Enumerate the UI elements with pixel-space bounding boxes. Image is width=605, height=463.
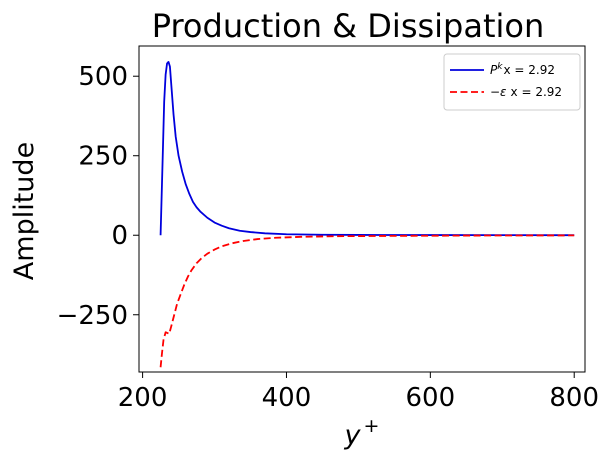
legend-label-1: −ε x = 2.92: [490, 85, 562, 99]
y-axis-label: Amplitude: [9, 142, 40, 280]
legend-label-rest: x = 2.92: [511, 85, 563, 99]
series-line-1: [159, 234, 575, 368]
legend-label-main: −ε: [490, 85, 507, 99]
y-tick-label: 250: [78, 142, 128, 172]
plot-frame: [138, 45, 586, 373]
y-axis-ticks: 500 250 0 −250: [57, 62, 139, 331]
x-axis-label-main: y: [344, 420, 362, 451]
plot-lines: [159, 61, 575, 368]
legend-label-rest: x = 2.92: [503, 63, 555, 77]
legend-label-main: P: [490, 63, 498, 77]
legend: Pkx = 2.92−ε x = 2.92: [443, 53, 581, 111]
x-tick-label: 600: [406, 383, 456, 413]
series-line-0: [159, 61, 575, 237]
x-axis-ticks: 200 400 600 800: [118, 372, 599, 413]
y-tick-label: 0: [111, 221, 128, 251]
y-tick-label: 500: [78, 62, 128, 92]
legend-label-superscript: k: [497, 62, 503, 72]
x-tick-label: 400: [262, 383, 312, 413]
x-axis-label-superscript: +: [364, 415, 380, 437]
x-tick-label: 800: [549, 383, 599, 413]
x-axis-label: y +: [344, 415, 380, 451]
chart-title: Production & Dissipation: [152, 7, 545, 45]
legend-label-0: Pkx = 2.92: [490, 62, 555, 77]
legend-box: [443, 53, 581, 111]
y-tick-label: −250: [57, 301, 128, 331]
x-tick-label: 200: [118, 383, 168, 413]
